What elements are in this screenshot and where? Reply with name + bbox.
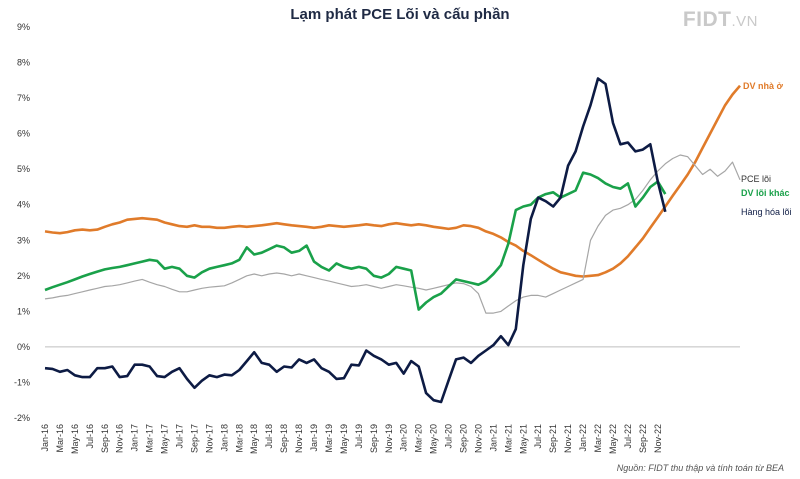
x-tick-label: May-19 bbox=[339, 424, 349, 454]
logo-tld: .VN bbox=[731, 13, 758, 30]
x-tick-label: Sep-16 bbox=[100, 424, 110, 453]
series-labels: DV nhà ở PCE lõi DV lõi khác Hàng hóa lõ… bbox=[741, 81, 792, 217]
y-tick-label: 0% bbox=[17, 342, 30, 352]
y-tick-label: 2% bbox=[17, 271, 30, 281]
x-tick-label: Sep-18 bbox=[279, 424, 289, 453]
y-tick-label: 7% bbox=[17, 93, 30, 103]
series-line-dv-nhà-ở bbox=[44, 84, 741, 278]
x-tick-label: May-22 bbox=[608, 424, 618, 454]
y-tick-label: -1% bbox=[14, 377, 30, 387]
source-note: Nguồn: FIDT thu thập và tính toán từ BEA bbox=[616, 463, 784, 473]
y-tick-label: 1% bbox=[17, 306, 30, 316]
label-dv-loi-khac: DV lõi khác bbox=[741, 188, 790, 198]
x-tick-label: May-18 bbox=[249, 424, 259, 454]
x-tick-label: Jan-16 bbox=[40, 424, 50, 452]
x-tick-label: Mar-18 bbox=[234, 424, 244, 453]
x-tick-label: Nov-20 bbox=[473, 424, 483, 453]
x-axis: Jan-16 Mar-16 May-16 Jul-16 Sep-16 Nov-16 Jan-… bbox=[40, 424, 663, 454]
x-tick-label: Mar-17 bbox=[145, 424, 155, 453]
y-tick-label: 6% bbox=[17, 129, 30, 139]
x-tick-label: Sep-21 bbox=[548, 424, 558, 453]
x-tick-label: Jul-21 bbox=[533, 424, 543, 449]
x-tick-label: May-16 bbox=[70, 424, 80, 454]
y-tick-label: 9% bbox=[17, 22, 30, 32]
x-tick-label: Jul-20 bbox=[444, 424, 454, 449]
x-tick-label: May-20 bbox=[429, 424, 439, 454]
label-hang-hoa-loi: Hàng hóa lõi bbox=[741, 207, 792, 217]
x-tick-label: Sep-19 bbox=[369, 424, 379, 453]
x-tick-label: Jul-18 bbox=[264, 424, 274, 449]
x-tick-label: Nov-16 bbox=[115, 424, 125, 453]
x-tick-label: Sep-20 bbox=[458, 424, 468, 453]
label-pce-loi: PCE lõi bbox=[741, 174, 771, 184]
x-tick-label: Jul-17 bbox=[175, 424, 185, 449]
y-tick-label: 3% bbox=[17, 235, 30, 245]
x-tick-label: Nov-18 bbox=[294, 424, 304, 453]
y-axis: -2% -1% 0% 1% 2% 3% 4% 5% 6% 7% 8% 9% bbox=[14, 22, 30, 423]
x-tick-label: Jan-21 bbox=[488, 424, 498, 452]
logo-brand: FIDT bbox=[682, 8, 732, 31]
series-line-pce-lõi bbox=[44, 154, 741, 314]
x-tick-label: Jul-22 bbox=[623, 424, 633, 449]
series-line-hàng-hóa-lõi bbox=[44, 77, 667, 404]
y-tick-label: 8% bbox=[17, 58, 30, 68]
fidt-logo: FIDT.VN bbox=[683, 8, 758, 32]
y-tick-label: 4% bbox=[17, 200, 30, 210]
x-tick-label: Nov-17 bbox=[204, 424, 214, 453]
x-tick-label: Mar-21 bbox=[503, 424, 513, 453]
x-tick-label: Nov-19 bbox=[384, 424, 394, 453]
y-tick-label: -2% bbox=[14, 413, 30, 423]
x-tick-label: May-17 bbox=[160, 424, 170, 454]
x-tick-label: Jan-19 bbox=[309, 424, 319, 452]
series-lines bbox=[44, 77, 741, 404]
x-tick-label: Nov-21 bbox=[563, 424, 573, 453]
x-tick-label: Mar-20 bbox=[414, 424, 424, 453]
x-tick-label: Jan-18 bbox=[219, 424, 229, 452]
x-tick-label: Jan-20 bbox=[399, 424, 409, 452]
x-tick-label: Jul-19 bbox=[354, 424, 364, 449]
x-tick-label: Jan-22 bbox=[578, 424, 588, 452]
y-tick-label: 5% bbox=[17, 164, 30, 174]
series-line-dv-lõi-khác bbox=[44, 171, 667, 311]
x-tick-label: Jul-16 bbox=[85, 424, 95, 449]
x-tick-label: Sep-22 bbox=[638, 424, 648, 453]
x-tick-label: Nov-22 bbox=[653, 424, 663, 453]
x-tick-label: May-21 bbox=[518, 424, 528, 454]
x-tick-label: Mar-16 bbox=[55, 424, 65, 453]
chart-title: Lạm phát PCE Lõi và cấu phần bbox=[290, 6, 510, 23]
x-tick-label: Mar-22 bbox=[593, 424, 603, 453]
x-tick-label: Jan-17 bbox=[130, 424, 140, 452]
x-tick-label: Mar-19 bbox=[324, 424, 334, 453]
x-tick-label: Sep-17 bbox=[189, 424, 199, 453]
label-dv-nha-o: DV nhà ở bbox=[743, 81, 784, 91]
